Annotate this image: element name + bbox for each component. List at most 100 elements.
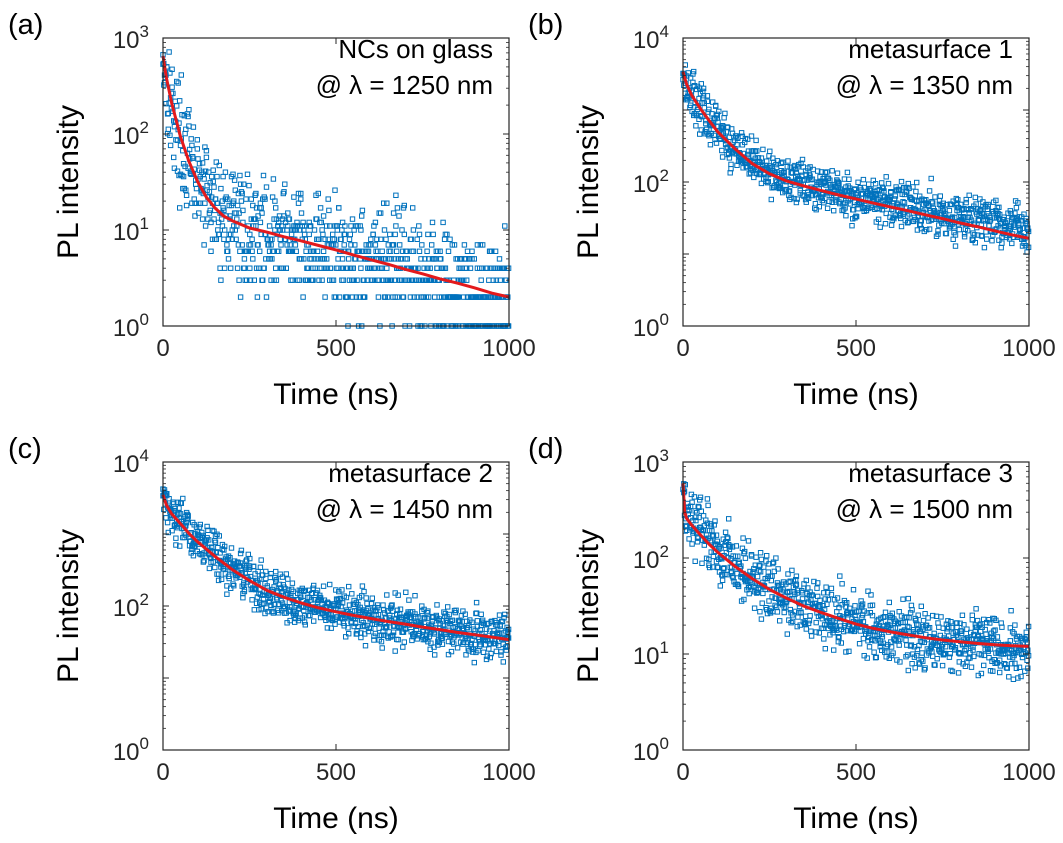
data-point	[822, 596, 829, 602]
data-point	[502, 611, 508, 618]
data-point	[190, 124, 197, 130]
data-point	[309, 590, 315, 597]
panel-label: (b)	[528, 9, 563, 41]
data-point	[379, 248, 385, 255]
data-point	[754, 148, 760, 154]
data-point	[260, 277, 266, 283]
data-point	[247, 555, 253, 562]
data-point	[757, 609, 763, 615]
data-point	[757, 550, 764, 556]
data-point	[349, 591, 355, 597]
data-point	[427, 265, 433, 271]
data-point	[701, 542, 708, 548]
data-point	[270, 176, 277, 182]
data-point	[469, 248, 475, 255]
data-point	[789, 618, 796, 625]
data-point	[185, 512, 191, 519]
data-point	[241, 265, 248, 271]
data-point	[719, 577, 726, 583]
data-point	[1012, 660, 1018, 667]
data-point	[359, 207, 366, 214]
data-point	[440, 623, 446, 629]
data-point	[173, 542, 179, 548]
data-point	[230, 581, 236, 587]
data-point	[825, 597, 832, 603]
data-point	[975, 217, 982, 224]
data-point	[959, 612, 966, 619]
y-tick-label: 102	[633, 542, 669, 574]
data-point	[300, 219, 306, 226]
data-point	[392, 648, 398, 654]
data-point	[922, 611, 928, 617]
data-point	[320, 213, 327, 219]
data-point	[314, 587, 321, 594]
data-point	[846, 176, 852, 183]
panel-a: 0 500 1000 100 101 102 103 (a) NCs on glass @ λ =…	[8, 9, 536, 411]
data-point	[287, 242, 293, 248]
data-point	[222, 543, 228, 550]
fit-curve	[681, 483, 1030, 648]
data-point	[869, 602, 876, 608]
y-axis-label: PL intensity	[572, 529, 605, 683]
data-point	[999, 240, 1005, 246]
data-point	[835, 634, 842, 640]
data-point	[935, 228, 941, 234]
data-point	[276, 219, 282, 226]
data-point	[400, 248, 406, 255]
data-point	[956, 650, 963, 656]
data-point	[846, 648, 852, 655]
data-point	[705, 502, 711, 509]
data-point	[822, 169, 829, 176]
data-point	[993, 197, 999, 204]
data-point	[164, 111, 171, 117]
data-point	[494, 622, 500, 629]
data-point	[390, 632, 396, 638]
data-point	[239, 242, 245, 248]
panel-c: 0 500 1000 100 102 104 (c) metasurface 2 @ λ = 1…	[8, 433, 536, 835]
data-point	[429, 242, 435, 248]
data-point	[756, 568, 762, 574]
data-point	[806, 171, 813, 178]
data-point	[758, 155, 765, 161]
data-point	[697, 494, 704, 500]
x-tick-label: 500	[316, 759, 356, 786]
data-point	[808, 633, 815, 639]
data-point	[372, 219, 379, 226]
data-point	[757, 569, 764, 575]
data-point	[410, 248, 417, 255]
data-point	[957, 620, 963, 627]
data-point	[235, 242, 242, 248]
y-tick-label: 102	[633, 166, 669, 198]
data-point	[425, 231, 431, 238]
data-point	[266, 248, 273, 255]
data-point	[390, 629, 397, 635]
data-point	[764, 158, 770, 164]
data-point	[502, 644, 509, 650]
data-point	[766, 164, 772, 171]
data-point	[201, 558, 207, 564]
data-point	[212, 539, 219, 546]
data-point	[980, 199, 986, 205]
data-point	[255, 213, 261, 219]
data-point	[326, 207, 332, 214]
data-point	[944, 201, 950, 208]
data-point	[215, 219, 222, 226]
data-point	[706, 106, 712, 113]
data-point	[441, 236, 448, 243]
data-point	[451, 641, 457, 647]
data-point	[876, 206, 883, 212]
data-point	[339, 256, 346, 262]
data-point	[777, 185, 783, 192]
data-point	[918, 225, 925, 232]
x-tick-label: 500	[316, 335, 356, 362]
data-point	[353, 294, 360, 300]
data-point	[955, 634, 961, 640]
data-point	[362, 643, 369, 649]
data-point	[269, 256, 275, 262]
data-point	[307, 612, 313, 619]
data-point	[977, 621, 984, 627]
data-point	[963, 199, 969, 206]
data-point	[355, 624, 361, 630]
data-point	[764, 553, 770, 559]
data-point	[877, 224, 883, 230]
